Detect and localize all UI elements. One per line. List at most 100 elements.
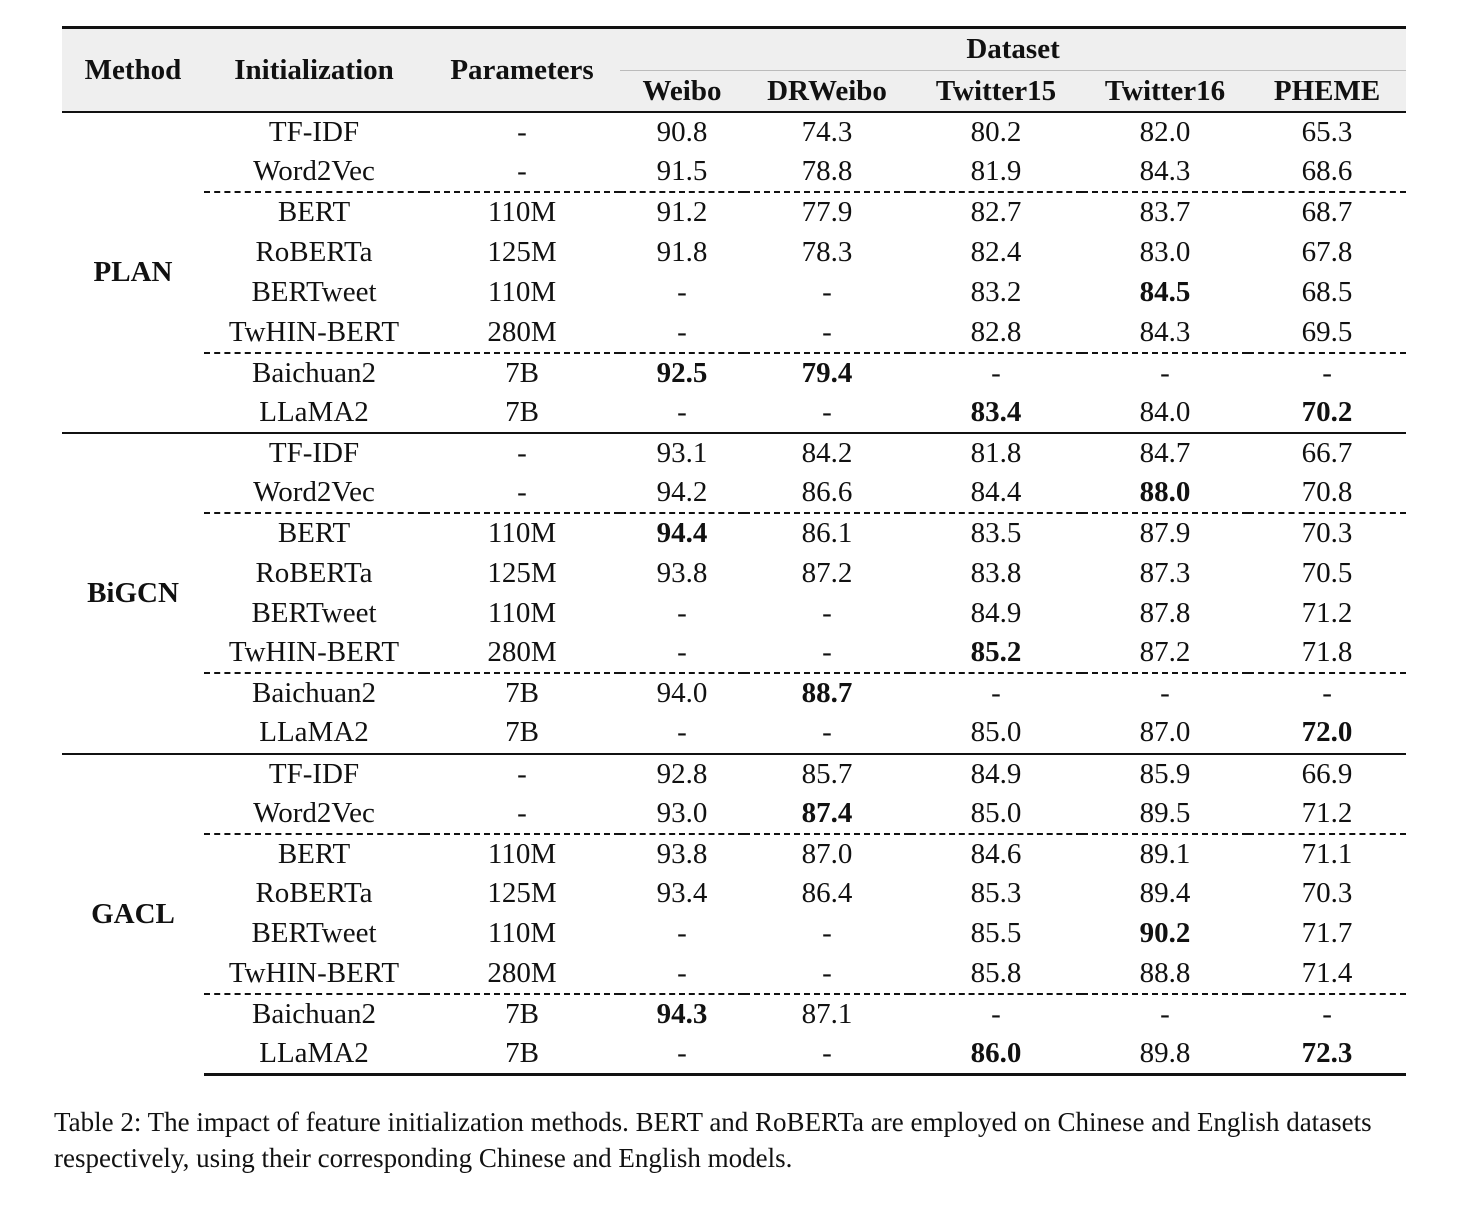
score-cell-twitter15: - bbox=[910, 351, 1082, 393]
score-cell-weibo: - bbox=[677, 957, 687, 990]
score-cell-pheme: 70.3 bbox=[1301, 877, 1353, 910]
initialization-cell: Word2Vec bbox=[253, 155, 375, 188]
score-cell-twitter16: 88.0 bbox=[1139, 475, 1191, 508]
score-cell-twitter16: 87.9 bbox=[1082, 511, 1248, 554]
results-table: Method Initialization Parameters Dataset… bbox=[62, 26, 1407, 1076]
score-cell-weibo: 91.5 bbox=[656, 155, 708, 188]
initialization-cell: TF-IDF bbox=[204, 752, 424, 794]
table-row: RoBERTa 125M 91.8 78.3 82.4 83.0 67.8 bbox=[62, 232, 1406, 272]
score-cell-weibo: - bbox=[677, 716, 687, 749]
method-name: PLAN bbox=[93, 255, 173, 288]
header-initialization: Initialization bbox=[204, 27, 424, 113]
score-cell-drweibo: - bbox=[822, 395, 832, 428]
score-cell-twitter16: 85.9 bbox=[1082, 752, 1248, 794]
score-cell-drweibo: - bbox=[822, 275, 832, 308]
score-cell-twitter15: - bbox=[910, 672, 1082, 714]
parameters-cell: 280M bbox=[487, 636, 557, 669]
score-cell-drweibo: - bbox=[744, 1034, 910, 1076]
header-method: Method bbox=[62, 27, 204, 113]
score-cell-weibo: 93.8 bbox=[620, 832, 744, 874]
method-group-gacl: GACL TF-IDF -92.8 85.7 84.9 85.9 66.9 Word2Vec -… bbox=[62, 752, 1407, 1076]
table-row: BERTweet 110M - - 83.2 84.5 68.5 bbox=[62, 272, 1406, 312]
score-cell-twitter15: 85.3 bbox=[970, 877, 1022, 910]
table-row: LLaMA2 7B - - 85.0 87.0 72.0 bbox=[62, 713, 1406, 753]
score-cell-twitter15: 85.0 bbox=[970, 796, 1022, 829]
initialization-cell: BERT bbox=[204, 832, 424, 874]
table-row: LLaMA2 7B - -86.0 89.8 72.3 bbox=[62, 1034, 1407, 1076]
initialization-cell: RoBERTa bbox=[255, 877, 373, 910]
score-cell-drweibo: 87.0 bbox=[744, 832, 910, 874]
table-row: BERTweet 110M - - 85.5 90.2 71.7 bbox=[62, 914, 1406, 954]
score-cell-pheme: - bbox=[1248, 351, 1407, 393]
initialization-cell: LLaMA2 bbox=[204, 1034, 424, 1076]
score-cell-twitter15: 85.8 bbox=[970, 957, 1022, 990]
score-cell-twitter16: 82.0 bbox=[1139, 116, 1191, 149]
score-cell-drweibo: 74.3 bbox=[801, 116, 853, 149]
parameters-cell: 7B bbox=[424, 672, 620, 714]
table-row: Baichuan2 7B 92.5 79.4- - - bbox=[62, 351, 1407, 393]
score-cell-twitter15: 83.4 bbox=[970, 395, 1022, 428]
score-cell-twitter15: 81.8 bbox=[910, 431, 1082, 473]
score-cell-drweibo: 86.4 bbox=[801, 877, 853, 910]
score-cell-twitter16: 87.2 bbox=[1139, 636, 1191, 669]
score-cell-pheme: 71.7 bbox=[1301, 917, 1353, 950]
header-dataset-group: Dataset bbox=[620, 27, 1407, 71]
score-cell-drweibo: 87.1 bbox=[744, 993, 910, 1035]
parameters-cell: 280M bbox=[487, 315, 557, 348]
score-cell-twitter15: 83.2 bbox=[970, 275, 1022, 308]
score-cell-twitter16: - bbox=[1082, 993, 1248, 1035]
score-cell-pheme: 68.7 bbox=[1248, 191, 1407, 233]
header-dataset-drweibo: DRWeibo bbox=[744, 70, 910, 113]
score-cell-twitter16: 83.0 bbox=[1139, 235, 1191, 268]
score-cell-weibo: 91.8 bbox=[656, 235, 708, 268]
score-cell-twitter16: 90.2 bbox=[1139, 917, 1191, 950]
header-dataset-twitter16: Twitter16 bbox=[1082, 70, 1248, 113]
score-cell-twitter15: 82.8 bbox=[970, 315, 1022, 348]
score-cell-pheme: 71.2 bbox=[1301, 596, 1353, 629]
initialization-cell: BERT bbox=[204, 191, 424, 233]
score-cell-drweibo: 87.2 bbox=[801, 556, 853, 589]
score-cell-drweibo: 77.9 bbox=[744, 191, 910, 233]
initialization-cell: Baichuan2 bbox=[204, 351, 424, 393]
score-cell-pheme: 68.6 bbox=[1301, 155, 1353, 188]
initialization-cell: TwHIN-BERT bbox=[228, 636, 400, 669]
score-cell-pheme: 71.4 bbox=[1301, 957, 1353, 990]
table-caption: Table 2: The impact of feature initializ… bbox=[54, 1107, 1372, 1173]
score-cell-twitter15: - bbox=[910, 993, 1082, 1035]
initialization-cell: LLaMA2 bbox=[259, 716, 369, 749]
score-cell-weibo: 91.2 bbox=[620, 191, 744, 233]
parameters-cell: 125M bbox=[487, 556, 557, 589]
initialization-cell: BERTweet bbox=[251, 596, 377, 629]
table-row: GACL TF-IDF -92.8 85.7 84.9 85.9 66.9 bbox=[62, 752, 1407, 1075]
score-cell-pheme: 71.2 bbox=[1301, 796, 1353, 829]
score-cell-pheme: 67.8 bbox=[1301, 235, 1353, 268]
score-cell-twitter16: 89.1 bbox=[1082, 832, 1248, 874]
score-cell-pheme: 72.0 bbox=[1301, 716, 1353, 749]
parameters-cell: 110M bbox=[424, 191, 620, 233]
score-cell-twitter15: 84.9 bbox=[910, 752, 1082, 794]
score-cell-pheme: - bbox=[1248, 672, 1407, 714]
score-cell-weibo: 93.0 bbox=[656, 796, 708, 829]
table-row: LLaMA2 7B - - 83.4 84.0 70.2 bbox=[62, 393, 1406, 433]
parameters-cell: 110M bbox=[487, 596, 557, 629]
score-cell-weibo: 94.3 bbox=[620, 993, 744, 1035]
initialization-cell: RoBERTa bbox=[255, 235, 373, 268]
score-cell-pheme: 65.3 bbox=[1301, 116, 1353, 149]
parameters-cell: - bbox=[517, 116, 527, 149]
score-cell-drweibo: 78.8 bbox=[801, 155, 853, 188]
score-cell-weibo: 93.1 bbox=[620, 431, 744, 473]
score-cell-drweibo: - bbox=[822, 636, 832, 669]
initialization-cell: TF-IDF bbox=[204, 431, 424, 473]
table-header: Method Initialization Parameters Dataset… bbox=[62, 27, 1407, 113]
score-cell-weibo: 94.2 bbox=[656, 475, 708, 508]
initialization-cell: Word2Vec bbox=[253, 796, 375, 829]
score-cell-twitter16: - bbox=[1082, 351, 1248, 393]
score-cell-twitter16: 88.8 bbox=[1139, 957, 1191, 990]
score-cell-twitter16: 84.0 bbox=[1139, 395, 1191, 428]
score-cell-weibo: - bbox=[677, 917, 687, 950]
score-cell-twitter15: 85.0 bbox=[970, 716, 1022, 749]
score-cell-drweibo: 79.4 bbox=[744, 351, 910, 393]
table-row: BERTweet 110M - - 84.9 87.8 71.2 bbox=[62, 593, 1406, 633]
score-cell-pheme: 68.5 bbox=[1301, 275, 1353, 308]
score-cell-pheme: - bbox=[1248, 993, 1407, 1035]
